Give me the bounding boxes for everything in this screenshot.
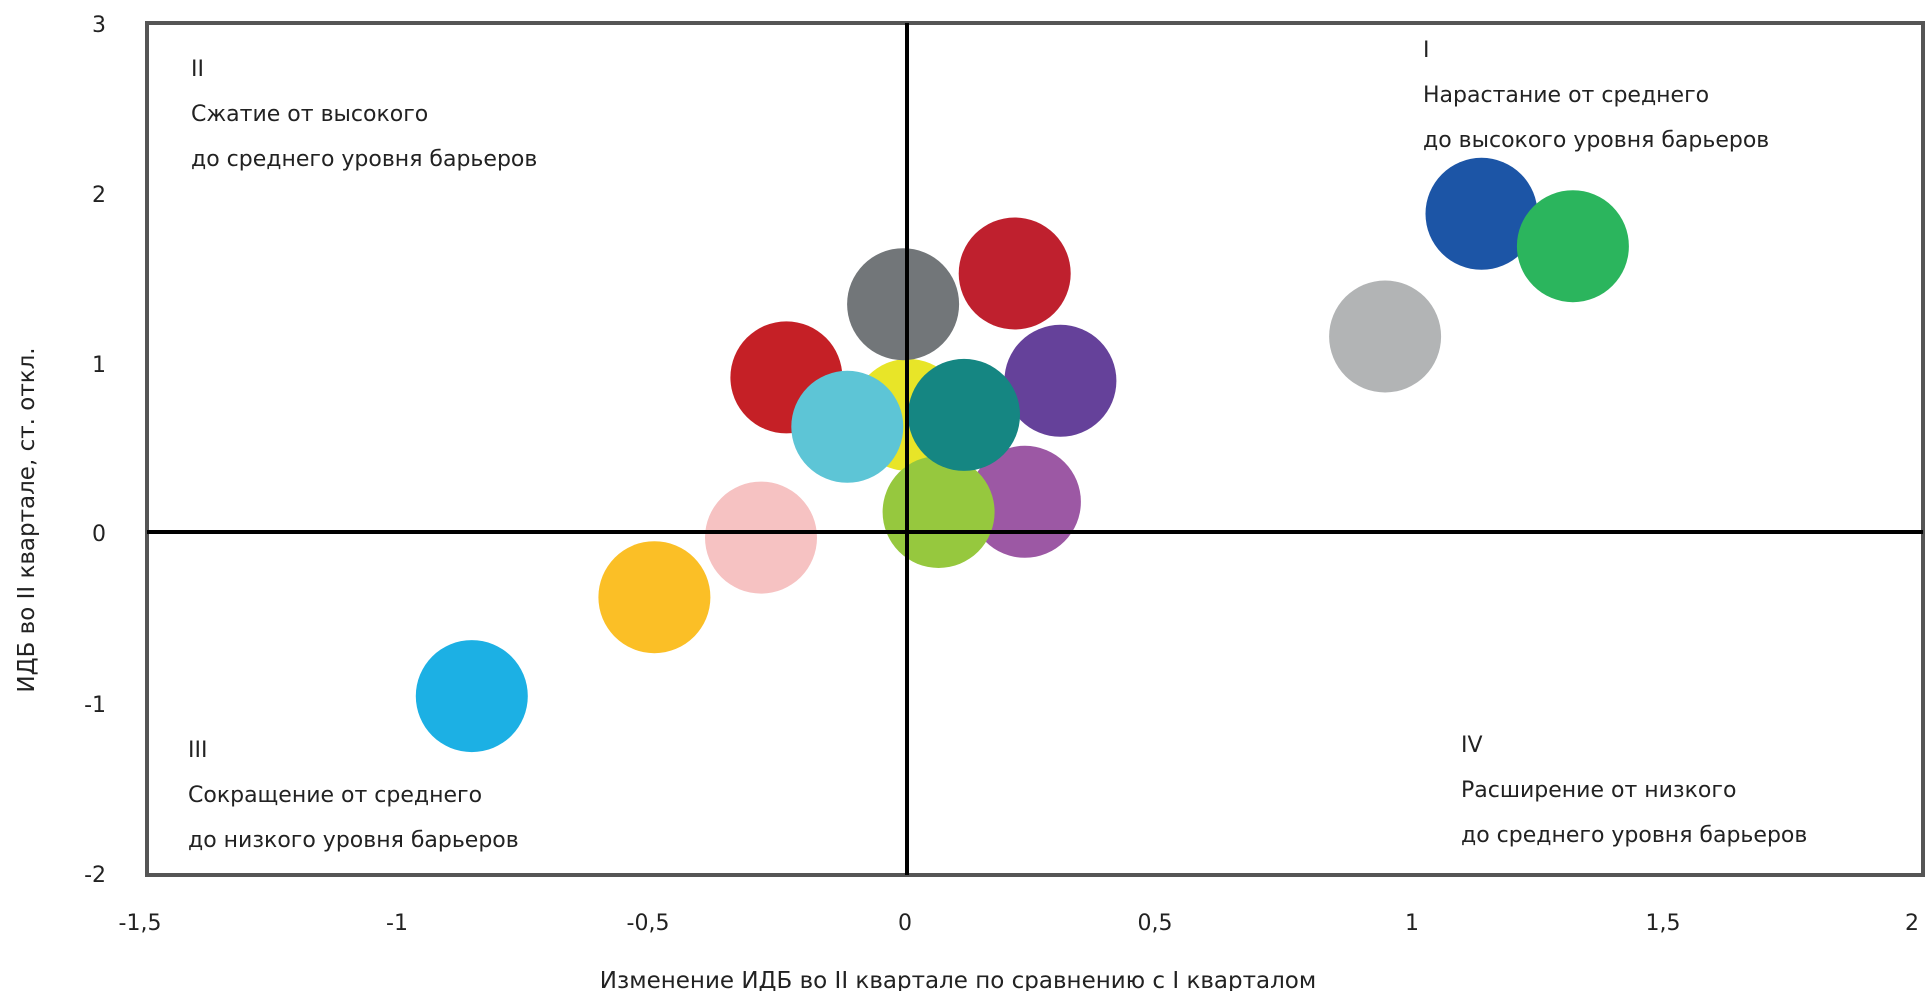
quadrant-numeral: II xyxy=(191,57,204,82)
quadrant-description-line: до среднего уровня барьеров xyxy=(191,147,537,172)
data-point xyxy=(908,358,1020,471)
y-tick-label: 1 xyxy=(92,353,106,378)
quadrant-numeral: I xyxy=(1423,38,1430,63)
quadrant-description-line: Расширение от низкого xyxy=(1461,778,1736,803)
data-point xyxy=(598,541,711,654)
data-point xyxy=(791,370,904,483)
data-point xyxy=(1329,280,1442,393)
y-tick-label: -1 xyxy=(84,693,106,718)
y-tick-label: -2 xyxy=(84,863,106,888)
quadrant-description-line: Сжатие от высокого xyxy=(191,102,428,127)
y-tick-label: 3 xyxy=(92,13,106,38)
x-tick-label: -1,5 xyxy=(119,911,162,936)
x-tick-labels: -1,5 -1 -0,5 0 0,5 1 1,5 2 xyxy=(119,911,1919,936)
x-tick-label: 2 xyxy=(1905,911,1919,936)
quadrant-description-line: Нарастание от среднего xyxy=(1423,83,1709,108)
data-point xyxy=(958,217,1071,330)
data-point xyxy=(705,481,817,594)
x-tick-label: 1,5 xyxy=(1646,911,1681,936)
quadrant-description-line: Сокращение от среднего xyxy=(188,783,482,808)
quadrant-description-line: до низкого уровня барьеров xyxy=(188,828,519,853)
y-tick-labels: 3 2 1 0 -1 -2 xyxy=(84,13,106,888)
data-point xyxy=(882,456,995,568)
quadrant-III-label: III Сокращение от среднего до низкого ур… xyxy=(188,738,519,853)
x-tick-label: -0,5 xyxy=(627,911,670,936)
data-point xyxy=(968,445,1081,558)
x-tick-label: -1 xyxy=(386,911,408,936)
quadrant-numeral: IV xyxy=(1461,733,1483,758)
x-tick-label: 0,5 xyxy=(1138,911,1173,936)
quadrant-II-label: II Сжатие от высокого до среднего уровня… xyxy=(191,57,537,172)
y-axis-title: ИДБ во II квартале, ст. откл. xyxy=(14,347,40,692)
x-tick-label: 0 xyxy=(898,911,912,936)
x-tick-label: 1 xyxy=(1405,911,1419,936)
data-point xyxy=(1516,190,1629,303)
data-point xyxy=(1425,157,1538,270)
quadrant-I-label: I Нарастание от среднего до высокого уро… xyxy=(1423,38,1769,153)
x-axis-title: Изменение ИДБ во II квартале по сравнени… xyxy=(600,968,1316,991)
y-tick-label: 0 xyxy=(92,522,106,547)
quadrant-description-line: до высокого уровня барьеров xyxy=(1423,128,1769,153)
plot-frame xyxy=(145,21,1925,877)
quadrant-description-line: до среднего уровня барьеров xyxy=(1461,823,1807,848)
quadrant-IV-label: IV Расширение от низкого до среднего уро… xyxy=(1461,733,1807,848)
data-point xyxy=(847,248,960,361)
points-layer xyxy=(415,157,1629,753)
data-point xyxy=(1004,324,1117,437)
y-tick-label: 2 xyxy=(92,183,106,208)
quadrant-numeral: III xyxy=(188,738,207,763)
data-point xyxy=(415,640,528,753)
